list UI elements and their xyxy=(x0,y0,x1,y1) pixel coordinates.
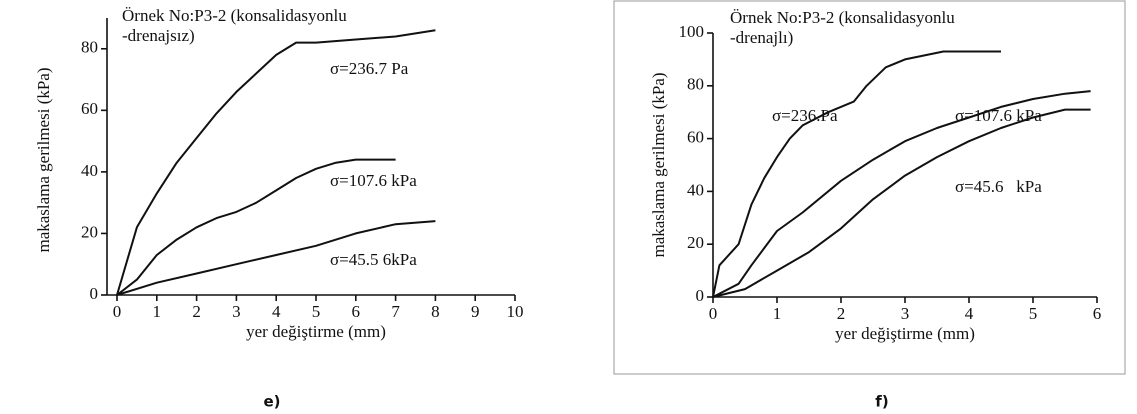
y-tick-label: 40 xyxy=(687,180,704,199)
x-tick-label: 1 xyxy=(773,304,782,323)
line-series xyxy=(116,158,396,296)
y-tick-label: 40 xyxy=(81,161,98,180)
series-label: σ=236.Pa xyxy=(772,106,838,125)
chart-title: Örnek No:P3-2 (konsalidasyonlu xyxy=(730,8,955,27)
line-series xyxy=(116,220,436,296)
x-tick-label: 1 xyxy=(153,302,162,321)
x-tick-label: 3 xyxy=(901,304,910,323)
line-series xyxy=(712,108,1091,298)
x-axis-label: yer değiştirme (mm) xyxy=(835,324,975,343)
series-label: σ=236.7 Pa xyxy=(330,59,409,78)
x-tick-label: 7 xyxy=(391,302,400,321)
panel-border xyxy=(613,0,1126,375)
x-tick-label: 5 xyxy=(312,302,321,321)
x-tick-label: 6 xyxy=(352,302,361,321)
series-label: σ=107.6 kPa xyxy=(955,106,1042,125)
x-tick-label: 4 xyxy=(272,302,281,321)
x-tick-label: 0 xyxy=(709,304,718,323)
y-tick-label: 20 xyxy=(687,233,704,252)
line-series xyxy=(712,50,1001,298)
y-tick-label: 60 xyxy=(81,99,98,118)
series-label: σ=45.5 6kPa xyxy=(330,250,417,269)
x-tick-label: 3 xyxy=(232,302,241,321)
caption: e) xyxy=(263,393,280,411)
caption: f) xyxy=(875,393,888,411)
x-tick-label: 8 xyxy=(431,302,440,321)
chart-title: -drenajsız) xyxy=(122,26,195,45)
x-tick-label: 6 xyxy=(1093,304,1102,323)
x-tick-label: 5 xyxy=(1029,304,1038,323)
y-tick-label: 0 xyxy=(696,286,705,305)
y-tick-label: 100 xyxy=(679,22,705,41)
y-tick-label: 20 xyxy=(81,222,98,241)
y-axis-label: makaslama gerilmesi (kPa) xyxy=(649,72,668,257)
chart-title: -drenajlı) xyxy=(730,28,793,47)
y-tick-label: 80 xyxy=(687,75,704,94)
line-series xyxy=(712,90,1091,298)
x-tick-label: 0 xyxy=(113,302,122,321)
line-series xyxy=(116,29,436,296)
y-tick-label: 80 xyxy=(81,38,98,57)
x-tick-label: 9 xyxy=(471,302,480,321)
x-tick-label: 2 xyxy=(192,302,201,321)
series-label: σ=107.6 kPa xyxy=(330,171,417,190)
chart-title: Örnek No:P3-2 (konsalidasyonlu xyxy=(122,6,347,25)
y-tick-label: 0 xyxy=(90,284,99,303)
x-tick-label: 10 xyxy=(507,302,524,321)
x-tick-label: 4 xyxy=(965,304,974,323)
x-tick-label: 2 xyxy=(837,304,846,323)
x-axis-label: yer değiştirme (mm) xyxy=(246,322,386,341)
series-label: σ=45.6 kPa xyxy=(955,177,1042,196)
y-tick-label: 60 xyxy=(687,128,704,147)
y-axis-label: makaslama gerilmesi (kPa) xyxy=(34,67,53,252)
